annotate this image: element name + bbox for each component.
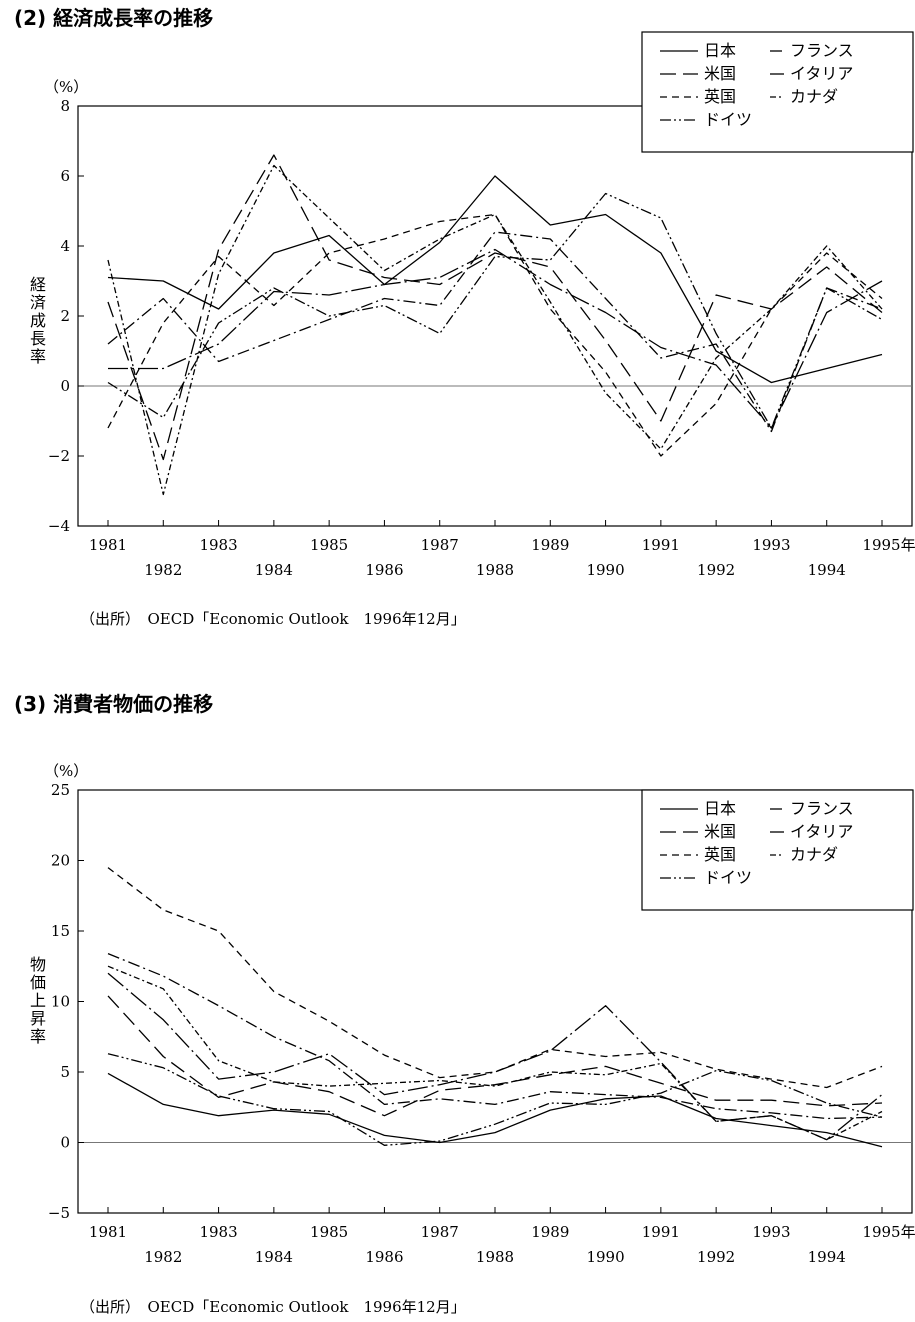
x-tick-label: 1987	[421, 536, 459, 554]
series-line-dash-dot-dot	[107, 192, 883, 429]
y-tick-label: 6	[60, 167, 70, 185]
y-axis-label-char: 価	[30, 973, 46, 992]
legend-label: 英国	[704, 845, 736, 864]
y-tick-label: 5	[60, 1063, 70, 1081]
y-tick-label: 20	[51, 852, 70, 870]
y-tick-label: −5	[48, 1204, 70, 1222]
y-tick-label: −2	[48, 447, 70, 465]
growth-source-note: （出所） OECD「Economic Outlook 1996年12月」	[80, 610, 466, 628]
x-tick-label: 1989	[531, 536, 569, 554]
growth-section-title: (2) 経済成長率の推移	[14, 6, 214, 30]
legend-label: イタリア	[790, 822, 853, 841]
legend-label: ドイツ	[704, 868, 752, 887]
legend-label: カナダ	[790, 845, 838, 864]
x-tick-label: 1986	[365, 561, 403, 579]
plot-frame	[77, 105, 913, 527]
y-tick-label: 4	[60, 237, 70, 255]
series-line-dash-dot	[107, 952, 883, 1120]
inflation-section-title: (3) 消費者物価の推移	[14, 692, 214, 716]
x-tick-label: 1990	[586, 1248, 624, 1266]
y-axis-label-char: 経	[30, 275, 46, 294]
x-tick-label: 1988	[476, 561, 514, 579]
x-tick-label: 1995年	[862, 536, 915, 554]
x-tick-label: 1983	[199, 1223, 237, 1241]
series-line-dash-dot-short	[107, 164, 883, 496]
x-tick-label: 1993	[752, 1223, 790, 1241]
inflation-source-note: （出所） OECD「Economic Outlook 1996年12月」	[80, 1298, 466, 1316]
y-tick-label: 10	[51, 993, 70, 1011]
legend-label: イタリア	[790, 64, 853, 83]
legend-label: カナダ	[790, 87, 838, 106]
legend-label: フランス	[790, 41, 854, 60]
series-line-short-dash	[107, 213, 883, 457]
x-tick-label: 1988	[476, 1248, 514, 1266]
y-tick-label: 0	[60, 1134, 70, 1152]
x-tick-label: 1983	[199, 536, 237, 554]
x-tick-label: 1982	[144, 1248, 182, 1266]
y-tick-label: 15	[51, 922, 70, 940]
y-axis-label-char: 物	[30, 955, 46, 974]
legend-label: フランス	[790, 799, 854, 818]
x-tick-label: 1993	[752, 536, 790, 554]
x-tick-label: 1995年	[862, 1223, 915, 1241]
series-line-solid	[107, 1072, 883, 1148]
y-tick-label: 2	[60, 307, 70, 325]
series-line-long-dash	[107, 995, 883, 1117]
x-tick-label: 1981	[89, 1223, 127, 1241]
y-tick-label: 8	[60, 97, 70, 115]
growth-chart: −4 −2 0 2 4 6 8（%） 経済成長率 1981 1982 1983 1984 1985 198…	[30, 31, 915, 579]
x-tick-label: 1990	[586, 561, 624, 579]
x-tick-label: 1992	[697, 1248, 735, 1266]
x-tick-label: 1994	[808, 1248, 846, 1266]
x-tick-label: 1992	[697, 561, 735, 579]
x-tick-label: 1991	[642, 536, 680, 554]
y-axis-label-char: 成	[30, 311, 46, 330]
y-tick-label: −4	[48, 517, 70, 535]
x-tick-label: 1985	[310, 536, 348, 554]
legend-label: 米国	[704, 64, 736, 83]
y-axis-label-char: 上	[30, 991, 46, 1010]
legend-label: ドイツ	[704, 110, 752, 129]
x-tick-label: 1984	[255, 561, 293, 579]
x-tick-label: 1991	[642, 1223, 680, 1241]
x-tick-label: 1986	[365, 1248, 403, 1266]
x-tick-label: 1984	[255, 1248, 293, 1266]
x-tick-label: 1987	[421, 1223, 459, 1241]
series-line-dash-dot-short	[107, 965, 883, 1141]
y-unit-label: （%）	[44, 762, 88, 780]
legend-label: 英国	[704, 87, 736, 106]
legend-label: 日本	[704, 41, 736, 60]
y-axis-label-char: 率	[30, 347, 46, 366]
legend-box	[641, 31, 914, 153]
series-line-long-dash	[107, 154, 883, 461]
y-tick-label: 0	[60, 377, 70, 395]
series-line-dash-dot	[107, 231, 883, 433]
y-axis-label-char: 済	[30, 293, 46, 312]
x-tick-label: 1985	[310, 1223, 348, 1241]
legend-box	[641, 789, 914, 911]
x-tick-label: 1994	[808, 561, 846, 579]
x-tick-label: 1981	[89, 536, 127, 554]
y-axis-label-char: 率	[30, 1027, 46, 1046]
series-line-dash-dot-long	[108, 248, 883, 429]
y-axis-label-char: 長	[30, 329, 46, 348]
x-tick-label: 1989	[531, 1223, 569, 1241]
series-line-dash-dot-dot	[107, 1053, 883, 1146]
series-line-solid	[107, 175, 883, 384]
x-tick-label: 1982	[144, 561, 182, 579]
legend-label: 日本	[704, 799, 736, 818]
legend-label: 米国	[704, 822, 736, 841]
y-tick-label: 25	[51, 781, 70, 799]
series-line-short-dash	[107, 867, 883, 1089]
y-axis-label-char: 昇	[30, 1009, 46, 1028]
y-unit-label: （%）	[44, 78, 88, 96]
